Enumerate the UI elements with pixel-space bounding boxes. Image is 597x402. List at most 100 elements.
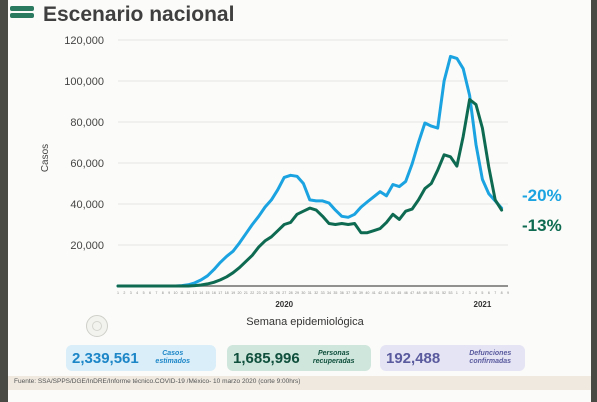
x-tick-label: 6 — [149, 291, 151, 295]
chart-series — [116, 54, 504, 288]
year-label-2020: 2020 — [275, 300, 293, 309]
stat-recovered-label: Personas recuperadas — [312, 350, 355, 365]
x-tick-label: 36 — [340, 291, 344, 295]
x-tick-label: 50 — [429, 291, 433, 295]
x-tick-label: 21 — [244, 291, 248, 295]
x-tick-label: 26 — [276, 291, 280, 295]
x-tick-label: 7 — [494, 291, 496, 295]
x-tick-label: 17 — [218, 291, 222, 295]
x-tick-label: 23 — [257, 291, 261, 295]
x-tick-label: 46 — [404, 291, 408, 295]
x-tick-label: 9 — [507, 291, 509, 295]
x-tick-label: 28 — [289, 291, 293, 295]
x-tick-label: 15 — [206, 291, 210, 295]
x-tick-label: 34 — [327, 291, 331, 295]
x-tick-label: 8 — [162, 291, 164, 295]
x-tick-label: 20 — [237, 291, 241, 295]
x-tick-label: 22 — [250, 291, 254, 295]
x-tick-label: 6 — [488, 291, 490, 295]
x-tick-label: 45 — [397, 291, 401, 295]
x-tick-label: 10 — [174, 291, 178, 295]
x-tick-label: 47 — [410, 291, 414, 295]
y-tick-label: 60,000 — [70, 158, 104, 170]
x-tick-label: 4 — [136, 291, 138, 295]
government-seal-emblem — [86, 315, 108, 337]
x-tick-label: 42 — [378, 291, 382, 295]
x-tick-label: 12 — [186, 291, 190, 295]
stat-recovered: 1,685,996 Personas recuperadas — [227, 345, 371, 371]
x-tick-label: 3 — [130, 291, 132, 295]
x-tick-label: 53 — [448, 291, 452, 295]
left-decorative-band — [0, 0, 8, 402]
x-tick-label: 9 — [168, 291, 170, 295]
stat-deaths-value: 192,488 — [386, 349, 441, 367]
x-axis-ticks: 1 2 3 4 5 6 7 8 9 10 11 12 13 14 15 16 17 18 19 20 21 22 23 24 2… — [117, 291, 509, 295]
x-tick-label: 38 — [353, 291, 357, 295]
y-tick-label: 20,000 — [70, 240, 104, 252]
stat-estimated-cases-label: Casos estimados — [155, 350, 191, 365]
x-tick-label: 18 — [225, 291, 229, 295]
stat-deaths: 192,488 Defunciones confirmadas — [380, 345, 525, 371]
x-tick-label: 19 — [231, 291, 235, 295]
year-label-2021: 2021 — [474, 300, 492, 309]
x-tick-label: 5 — [481, 291, 483, 295]
x-tick-label: 39 — [359, 291, 363, 295]
x-tick-label: 8 — [501, 291, 503, 295]
source-note: Fuente: SSA/SPPS/DGE/InDRE/Informe técni… — [14, 378, 301, 385]
stat-recovered-value: 1,685,996 — [233, 349, 300, 367]
footer-bar — [8, 376, 591, 390]
y-tick-label: 100,000 — [64, 76, 104, 88]
x-tick-label: 14 — [199, 291, 203, 295]
x-axis-label: Semana epidemiológica — [246, 316, 364, 328]
trend-label-1: -13% — [522, 216, 562, 235]
x-tick-label: 43 — [385, 291, 389, 295]
title-accent-bar — [10, 6, 34, 11]
x-tick-label: 2 — [462, 291, 464, 295]
x-tick-label: 11 — [180, 291, 184, 295]
y-tick-label: 120,000 — [64, 35, 104, 47]
right-decorative-band — [591, 0, 597, 402]
stat-estimated-cases: 2,339,561 Casos estimados — [66, 345, 216, 371]
x-tick-label: 4 — [475, 291, 477, 295]
page-title: Escenario nacional — [43, 3, 235, 26]
series-line-0 — [116, 54, 504, 288]
x-tick-label: 5 — [143, 291, 145, 295]
x-tick-label: 13 — [193, 291, 197, 295]
x-tick-label: 27 — [282, 291, 286, 295]
x-tick-label: 1 — [456, 291, 458, 295]
series-line-1 — [116, 98, 504, 288]
x-tick-label: 49 — [423, 291, 427, 295]
x-tick-label: 35 — [333, 291, 337, 295]
chart-gridlines — [118, 39, 508, 246]
x-tick-label: 32 — [314, 291, 318, 295]
trend-label-0: -20% — [522, 186, 562, 205]
x-tick-label: 44 — [391, 291, 395, 295]
x-tick-label: 37 — [346, 291, 350, 295]
x-axis-year-labels: 2020 2021 — [275, 300, 492, 309]
x-tick-label: 2 — [123, 291, 125, 295]
x-tick-label: 3 — [469, 291, 471, 295]
x-tick-label: 40 — [365, 291, 369, 295]
x-tick-label: 41 — [372, 291, 376, 295]
y-axis-ticks: 20,000 40,000 60,000 80,000 100,000 120,000 — [64, 35, 104, 252]
x-tick-label: 1 — [117, 291, 119, 295]
y-axis-label: Casos — [40, 144, 51, 172]
x-tick-label: 51 — [436, 291, 440, 295]
trend-labels: -20% -13% — [522, 186, 562, 235]
y-tick-label: 80,000 — [70, 117, 104, 129]
stat-deaths-label: Defunciones confirmadas — [469, 350, 512, 365]
y-tick-label: 40,000 — [70, 199, 104, 211]
x-tick-label: 7 — [155, 291, 157, 295]
title-accent-bar-lower — [10, 13, 34, 18]
x-tick-label: 30 — [301, 291, 305, 295]
x-tick-label: 31 — [308, 291, 312, 295]
x-tick-label: 29 — [295, 291, 299, 295]
x-tick-label: 52 — [442, 291, 446, 295]
x-tick-label: 16 — [212, 291, 216, 295]
x-tick-label: 24 — [263, 291, 267, 295]
x-tick-label: 33 — [321, 291, 325, 295]
x-tick-label: 25 — [269, 291, 273, 295]
x-tick-label: 48 — [416, 291, 420, 295]
